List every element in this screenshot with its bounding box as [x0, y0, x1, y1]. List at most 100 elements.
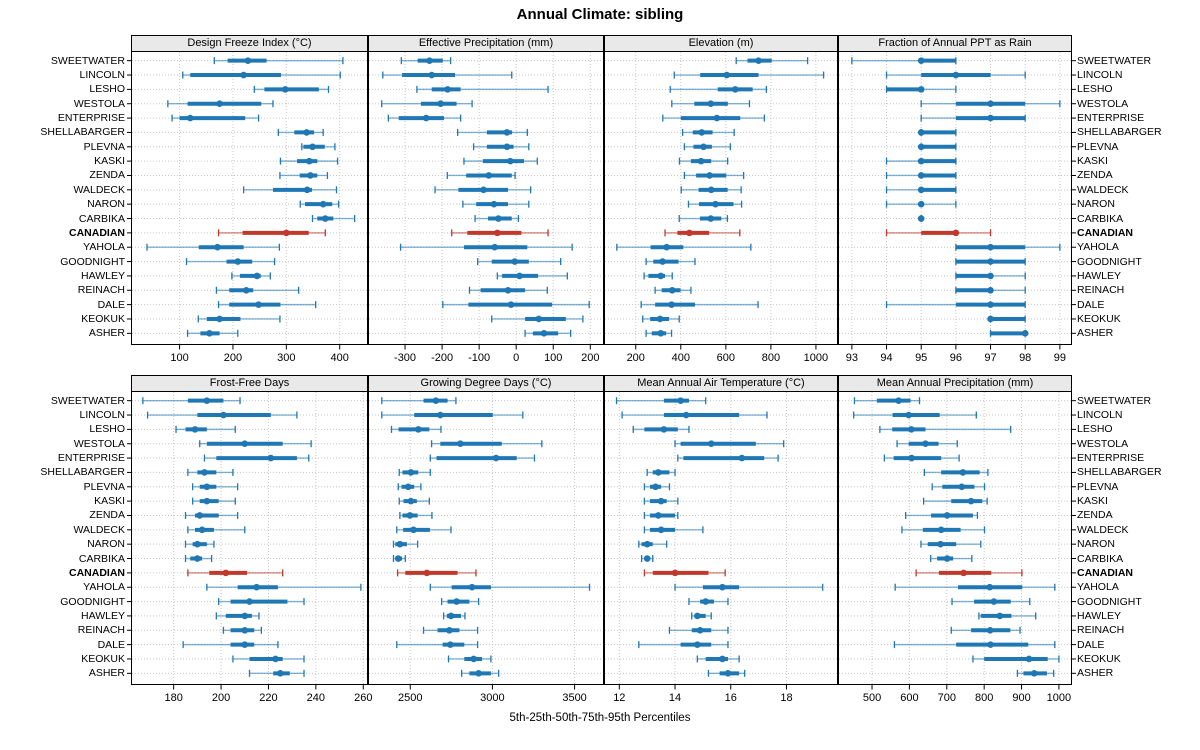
- station-label-right-carbika: CARBIKA: [1077, 553, 1124, 565]
- interval-sweetwater: [213, 57, 344, 65]
- interval-goodnight: [440, 598, 480, 606]
- interval-dale: [640, 301, 759, 309]
- interval-shellabarger: [923, 468, 989, 476]
- axis-tick-label: 0: [513, 352, 519, 364]
- interval-enterprise: [429, 454, 536, 462]
- interval-asher: [707, 669, 746, 677]
- interval-dale: [396, 641, 479, 649]
- axis-tick-label: 260: [354, 692, 372, 704]
- station-label-right-naron: NARON: [1077, 538, 1115, 550]
- station-label-left-asher: ASHER: [88, 667, 125, 679]
- interval-canadian: [643, 569, 726, 577]
- axis-tick-label: 94: [880, 352, 892, 364]
- axis-tick-label: 500: [863, 692, 881, 704]
- interval-lincoln: [381, 411, 524, 419]
- station-label-right-canadian: CANADIAN: [1077, 567, 1133, 579]
- interval-kaski: [643, 497, 679, 505]
- interval-asher: [461, 669, 500, 677]
- interval-carbika: [184, 555, 213, 563]
- interval-sweetwater: [851, 57, 957, 65]
- interval-carbika: [474, 215, 520, 223]
- interval-hawley: [978, 612, 1037, 620]
- interval-plevna: [191, 483, 239, 491]
- station-label-right-plevna: PLEVNA: [1077, 481, 1119, 493]
- axis-tick-label: 18: [780, 692, 792, 704]
- axis-tick-label: 400: [672, 352, 690, 364]
- interval-lesho: [632, 425, 690, 433]
- interval-reinach: [468, 286, 548, 294]
- interval-enterprise: [662, 114, 766, 122]
- interval-hawley: [955, 272, 1026, 280]
- station-label-left-shellabarger: SHELLABARGER: [40, 126, 125, 138]
- interval-canadian: [915, 569, 1023, 577]
- station-label-left-lesho: LESHO: [89, 83, 125, 95]
- station-label-right-canadian: CANADIAN: [1077, 227, 1133, 239]
- axis-tick-label: 200: [581, 352, 599, 364]
- interval-shellabarger: [681, 128, 735, 136]
- interval-keokuk: [972, 655, 1060, 663]
- interval-enterprise: [203, 454, 310, 462]
- interval-waldeck: [187, 526, 246, 534]
- station-label-right-dale: DALE: [1077, 299, 1105, 311]
- station-label-left-hawley: HAWLEY: [81, 270, 125, 282]
- station-label-left-reinach: REINACH: [77, 284, 125, 296]
- station-label-left-plevna: PLEVNA: [83, 141, 125, 153]
- station-label-right-reinach: REINACH: [1077, 284, 1125, 296]
- station-label-left-canadian: CANADIAN: [69, 227, 125, 239]
- interval-dale: [885, 301, 1026, 309]
- interval-canadian: [451, 229, 549, 237]
- station-label-right-naron: NARON: [1077, 198, 1115, 210]
- interval-keokuk: [642, 315, 680, 323]
- interval-plevna: [301, 143, 336, 151]
- interval-reinach: [215, 286, 300, 294]
- axis-tick-label: 220: [259, 692, 277, 704]
- interval-yahola: [399, 243, 573, 251]
- interval-enterprise: [920, 114, 1026, 122]
- interval-westola: [896, 440, 958, 448]
- interval-goodnight: [218, 598, 305, 606]
- station-label-left-waldeck: WALDECK: [73, 524, 125, 536]
- station-label-left-keokuk: KEOKUK: [81, 313, 125, 325]
- panel-plot-growing-degree-days-c: 2500 3000 3500: [368, 391, 604, 704]
- station-label-right-carbika: CARBIKA: [1077, 213, 1124, 225]
- station-label-left-dale: DALE: [97, 299, 125, 311]
- interval-kaski: [885, 157, 957, 165]
- interval-reinach: [950, 626, 1021, 634]
- axis-tick-label: 2500: [398, 692, 422, 704]
- interval-hawley: [215, 612, 260, 620]
- interval-waldeck: [242, 186, 338, 194]
- axis-tick-label: 96: [950, 352, 962, 364]
- station-label-right-lesho: LESHO: [1077, 423, 1113, 435]
- figure-title: Annual Climate: sibling: [516, 6, 684, 23]
- station-label-right-dale: DALE: [1077, 639, 1105, 651]
- panel-header-effective-precipitation-mm: Effective Precipitation (mm): [368, 35, 604, 52]
- interval-plevna: [397, 483, 422, 491]
- station-label-left-asher: ASHER: [88, 327, 125, 339]
- interval-reinach: [668, 626, 729, 634]
- interval-shellabarger: [917, 128, 957, 136]
- panel-plot-frost-free-days: 180 200 220 240 260: [127, 391, 372, 704]
- station-label-left-westola: WESTOLA: [73, 438, 125, 450]
- axis-tick-label: 100: [544, 352, 562, 364]
- station-label-right-goodnight: GOODNIGHT: [1077, 256, 1142, 268]
- panel-header-elevation-m: Elevation (m): [604, 35, 838, 52]
- axis-tick-label: 3000: [480, 692, 504, 704]
- axis-tick-label: -100: [468, 352, 490, 364]
- interval-keokuk: [696, 655, 740, 663]
- interval-shellabarger: [187, 468, 234, 476]
- interval-kaski: [398, 497, 430, 505]
- interval-naron: [299, 200, 340, 208]
- station-label-right-keokuk: KEOKUK: [1077, 313, 1121, 325]
- station-label-right-yahola: YAHOLA: [1077, 581, 1119, 593]
- interval-naron: [184, 540, 215, 548]
- interval-westola: [671, 100, 751, 108]
- interval-goodnight: [477, 258, 562, 266]
- interval-kaski: [678, 157, 729, 165]
- interval-hawley: [231, 272, 271, 280]
- interval-canadian: [885, 229, 992, 237]
- interval-lincoln: [382, 71, 513, 79]
- station-label-left-westola: WESTOLA: [73, 98, 125, 110]
- interval-yahola: [894, 583, 1056, 591]
- interval-plevna: [472, 143, 530, 151]
